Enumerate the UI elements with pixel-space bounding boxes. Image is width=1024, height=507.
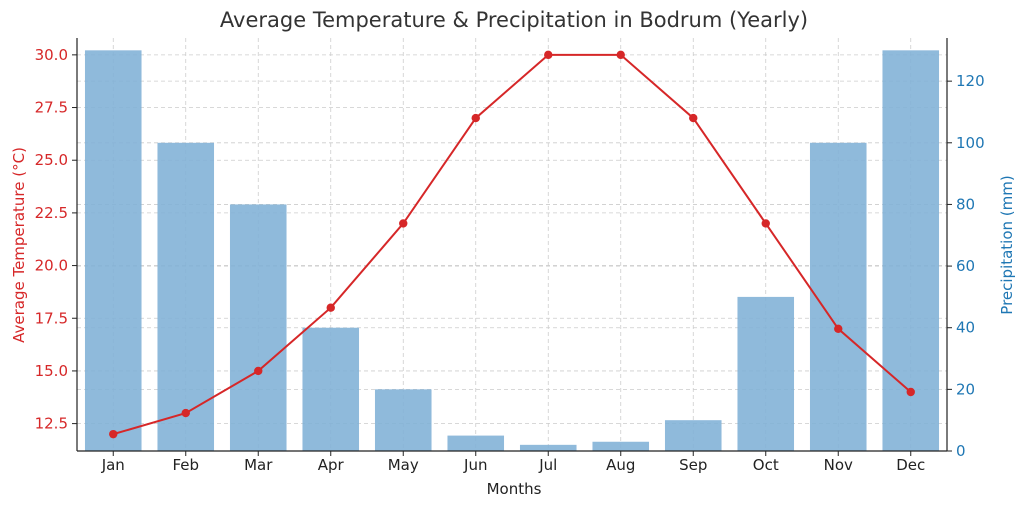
y-right-tick-label: 120 [956, 72, 985, 90]
bar [809, 142, 867, 451]
y-right-axis-label: Precipitation (mm) [998, 175, 1016, 314]
x-tick-label: May [388, 456, 419, 474]
bar [592, 441, 650, 451]
temperature-point [254, 366, 263, 376]
temperature-line [112, 53, 912, 436]
temperature-point [761, 219, 770, 228]
bar [882, 50, 940, 451]
temperature-point [326, 303, 335, 312]
y-left-axis-label: Average Temperature (°C) [10, 147, 28, 343]
temperature-point [834, 324, 843, 333]
temperature-point [616, 50, 625, 60]
x-tick-label: Oct [753, 456, 779, 474]
y-left-tick-label: 17.5 [35, 309, 68, 327]
bar [157, 142, 215, 451]
x-tick-label: Dec [896, 456, 925, 474]
bar [229, 204, 287, 451]
y-right-tick-label: 20 [956, 380, 975, 398]
y-right-tick-label: 60 [956, 257, 975, 275]
x-tick-label: Jul [538, 456, 557, 474]
x-tick-label: Apr [318, 456, 345, 474]
ticks: 12.5 15.0 17.5 20.0 22.5 25.0 27.5 30.0 0 20 40 60 8… [35, 46, 985, 474]
chart-title: Average Temperature & Precipitation in B… [220, 8, 808, 32]
y-right-tick-label: 0 [956, 442, 966, 460]
temperature-point [544, 50, 553, 60]
bar [84, 50, 142, 451]
temperature-point [109, 429, 118, 439]
x-axis-label: Months [487, 480, 542, 498]
temperature-point [906, 387, 915, 397]
y-left-tick-label: 22.5 [35, 204, 68, 222]
x-tick-label: Jun [463, 456, 487, 474]
x-tick-label: Mar [244, 456, 273, 474]
y-right-tick-label: 80 [956, 195, 975, 213]
y-right-tick-label: 40 [956, 319, 975, 337]
bar-series [84, 50, 940, 451]
x-tick-label: Aug [606, 456, 635, 474]
x-tick-label: Jan [101, 456, 125, 474]
y-left-tick-label: 20.0 [35, 257, 68, 275]
temperature-point [399, 219, 408, 228]
temperature-point [689, 113, 698, 123]
x-tick-label: Nov [824, 456, 853, 474]
temperature-point [471, 113, 480, 123]
y-left-tick-label: 27.5 [35, 99, 68, 117]
y-right-tick-label: 100 [956, 134, 985, 152]
x-tick-label: Feb [172, 456, 199, 474]
bar [737, 296, 795, 451]
bar [519, 444, 577, 451]
bar [664, 420, 722, 451]
y-left-tick-label: 12.5 [35, 415, 68, 433]
y-left-tick-label: 25.0 [35, 151, 68, 169]
line-series [109, 50, 915, 439]
bar [302, 327, 360, 451]
bar [374, 389, 432, 451]
y-left-tick-label: 15.0 [35, 362, 68, 380]
axes [76, 38, 948, 452]
bar [447, 435, 505, 451]
temperature-point [181, 408, 190, 418]
x-tick-label: Sep [679, 456, 707, 474]
y-left-tick-label: 30.0 [35, 46, 68, 64]
